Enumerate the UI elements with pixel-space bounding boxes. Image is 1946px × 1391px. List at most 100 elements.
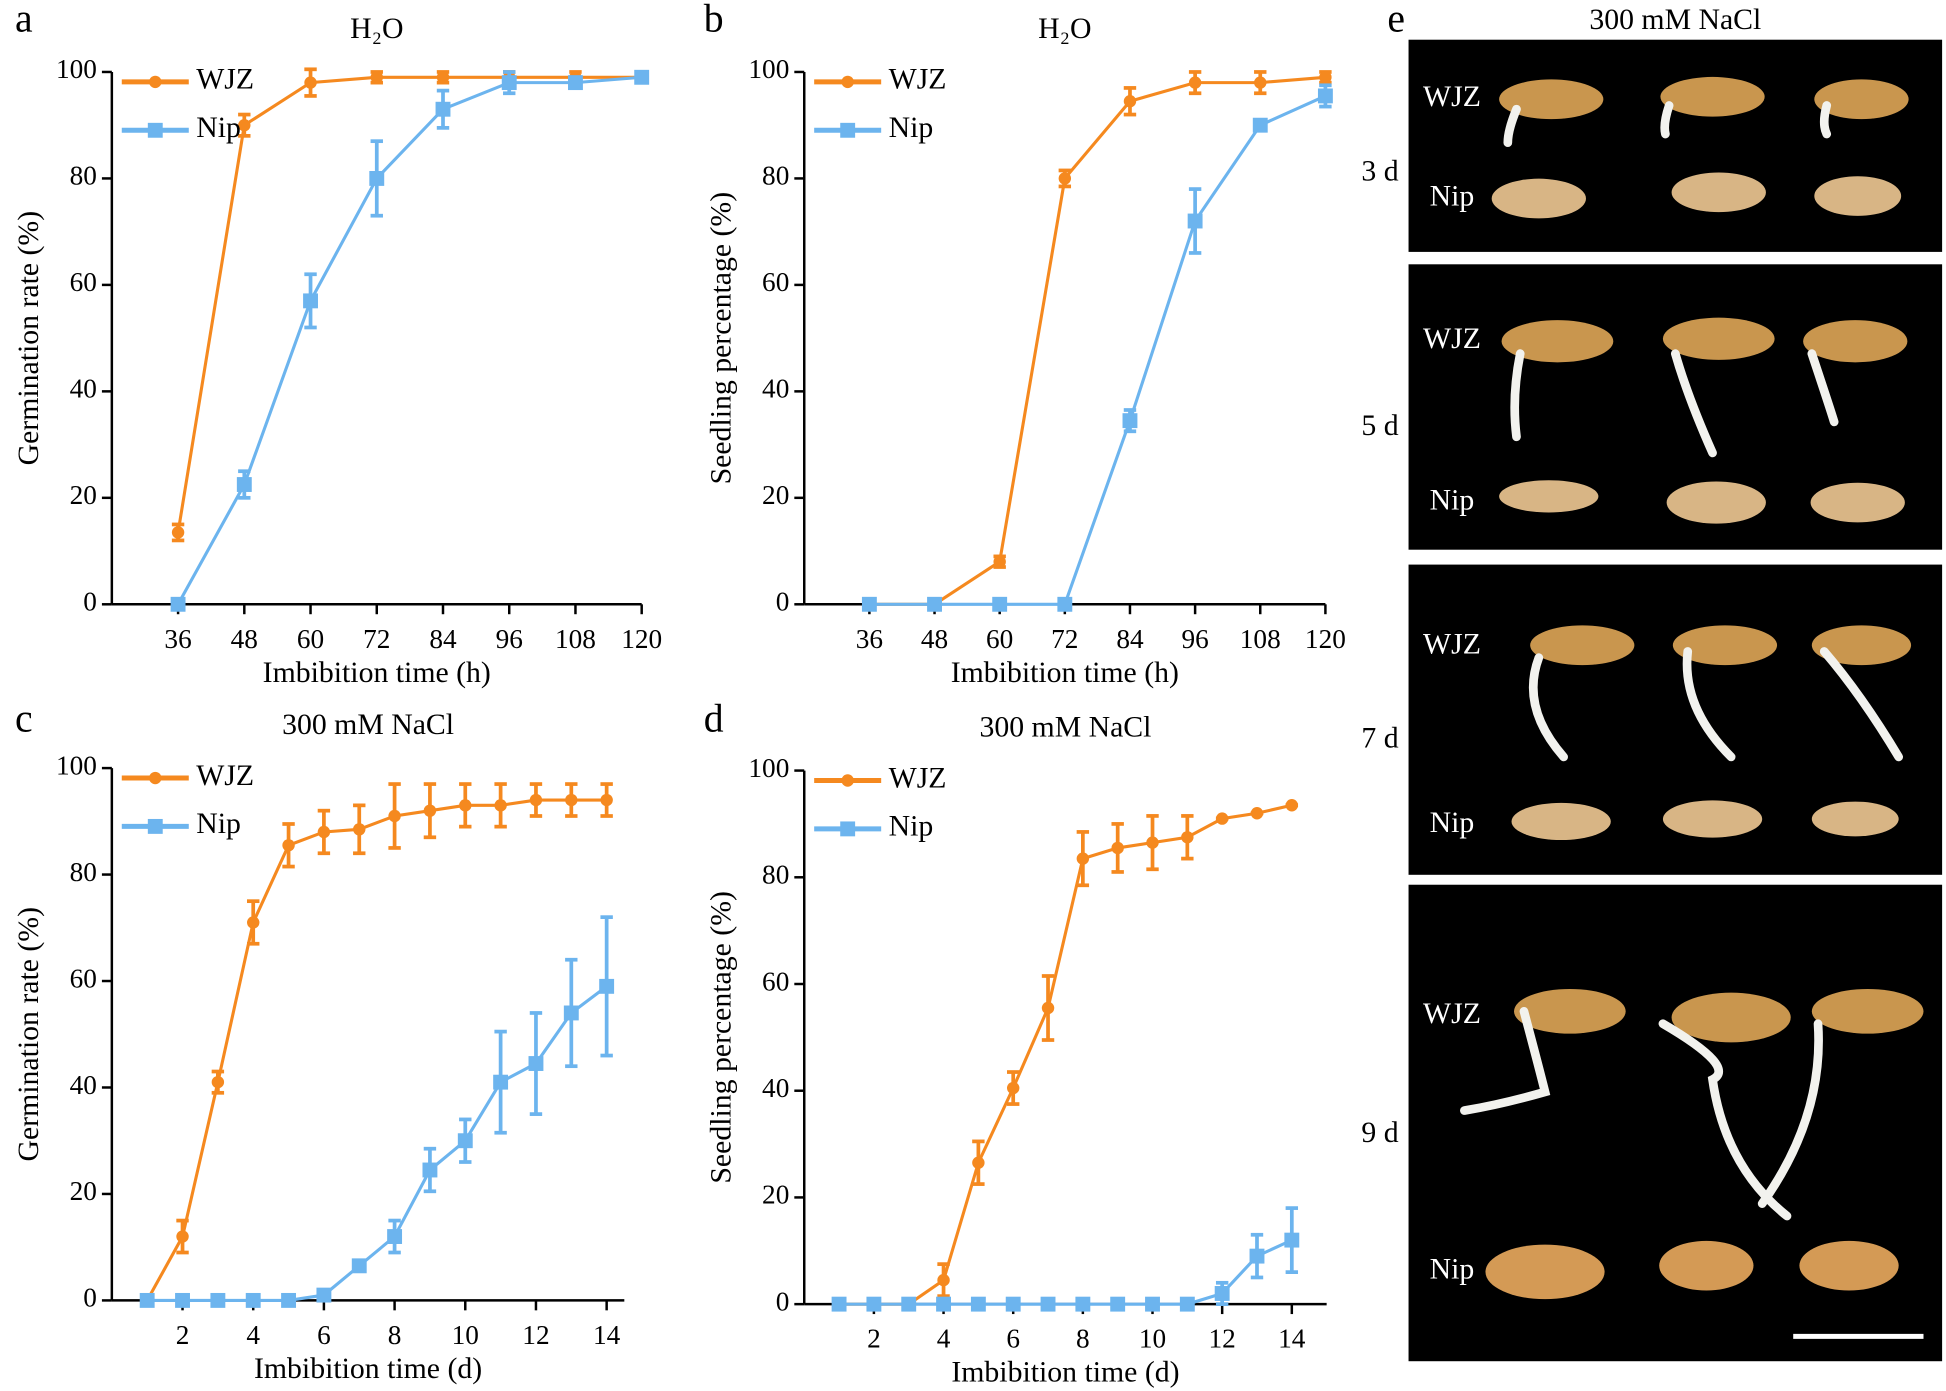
y-tick-label: 40 <box>762 374 789 404</box>
marker <box>568 75 583 91</box>
marker <box>147 122 163 138</box>
series-line <box>869 75 1326 606</box>
y-tick-label: 40 <box>70 374 97 404</box>
panel-label: d <box>704 696 724 740</box>
marker <box>493 1074 509 1090</box>
marker <box>841 75 854 89</box>
marker <box>1254 76 1267 89</box>
y-tick-label: 80 <box>70 161 97 191</box>
marker <box>866 1296 882 1312</box>
marker <box>370 71 383 84</box>
marker <box>1249 1248 1265 1264</box>
marker <box>1215 812 1229 825</box>
marker <box>238 118 251 132</box>
x-tick-label: 96 <box>496 624 523 654</box>
marker <box>563 1005 579 1021</box>
chart-title: H₂O <box>350 12 403 45</box>
x-tick-label: 84 <box>1116 624 1144 654</box>
marker <box>149 771 162 785</box>
y-tick-label: 0 <box>776 587 790 617</box>
legend-label: Nip <box>889 810 934 843</box>
marker <box>1123 95 1137 108</box>
y-tick-label: 0 <box>776 1286 790 1316</box>
marker <box>565 793 578 807</box>
marker <box>457 1133 473 1149</box>
genotype-label: WJZ <box>1423 322 1481 355</box>
marker <box>1317 88 1333 104</box>
photo <box>1408 884 1943 1362</box>
y-tick-label: 100 <box>748 753 789 783</box>
day-label: 7 d <box>1361 722 1398 755</box>
photo-title: 300 mM NaCl <box>1589 3 1761 36</box>
marker <box>175 1292 190 1308</box>
x-tick-label: 48 <box>921 624 948 654</box>
x-tick-label: 10 <box>452 1320 479 1350</box>
x-tick-label: 36 <box>856 624 883 654</box>
x-tick-label: 36 <box>164 624 191 654</box>
marker <box>1285 799 1299 812</box>
marker <box>170 596 186 612</box>
marker <box>1145 1296 1160 1312</box>
marker <box>247 916 260 929</box>
marker <box>841 774 854 787</box>
marker <box>494 799 507 812</box>
photo-panel: WJZ Nip WJZ Nip WJZ Nip WJZ Nip <box>1408 39 1943 1362</box>
marker <box>1058 172 1072 185</box>
marker <box>1040 1296 1056 1312</box>
y-tick-label: 40 <box>70 1070 97 1100</box>
x-tick-label: 6 <box>1006 1324 1020 1354</box>
legend-label: WJZ <box>196 759 254 792</box>
y-axis-label: Germination rate (%) <box>12 211 45 466</box>
x-tick-label: 120 <box>621 624 662 654</box>
marker <box>993 555 1006 568</box>
marker <box>937 1273 950 1287</box>
panel-label: c <box>15 696 33 740</box>
x-tick-label: 48 <box>231 624 258 654</box>
legend-label: Nip <box>196 807 241 840</box>
y-axis-label: Seedling percentage (%) <box>704 192 737 485</box>
x-tick-label: 4 <box>246 1320 260 1350</box>
series-line <box>839 803 1293 1306</box>
marker <box>435 101 451 117</box>
marker <box>927 596 942 612</box>
marker <box>1005 1296 1021 1312</box>
x-tick-label: 72 <box>1051 624 1078 654</box>
marker <box>1111 841 1124 855</box>
marker <box>369 170 385 186</box>
x-tick-label: 84 <box>429 624 457 654</box>
y-tick-label: 60 <box>70 963 97 993</box>
marker <box>1146 836 1159 849</box>
marker <box>351 1258 367 1274</box>
chart-title: 300 mM NaCl <box>282 708 454 741</box>
chart-title: 300 mM NaCl <box>979 710 1151 743</box>
genotype-label: Nip <box>1430 806 1475 839</box>
x-axis-label: Imbibition time (h) <box>263 656 491 689</box>
marker <box>831 1296 847 1312</box>
y-tick-label: 60 <box>762 267 789 297</box>
genotype-label: Nip <box>1430 179 1475 212</box>
x-tick-label: 12 <box>1209 1324 1236 1354</box>
x-axis-label: Imbibition time (d) <box>951 1356 1179 1389</box>
y-tick-label: 40 <box>762 1073 789 1103</box>
marker <box>171 526 185 539</box>
marker <box>529 793 543 807</box>
day-label: 3 d <box>1361 155 1398 188</box>
y-tick-label: 60 <box>70 267 97 297</box>
marker <box>634 69 650 85</box>
marker <box>1122 413 1138 429</box>
panel-label: a <box>15 0 33 40</box>
series-line <box>869 94 1327 606</box>
x-tick-label: 14 <box>593 1320 621 1350</box>
marker <box>901 1296 917 1312</box>
y-axis-label: Germination rate (%) <box>12 907 45 1162</box>
x-tick-label: 4 <box>937 1324 951 1354</box>
seeds <box>1485 76 1924 1300</box>
marker <box>422 1162 438 1178</box>
marker <box>236 477 252 492</box>
x-tick-label: 120 <box>1305 624 1346 654</box>
y-tick-label: 20 <box>70 480 97 510</box>
legend-label: WJZ <box>889 761 947 794</box>
marker <box>303 293 318 309</box>
marker <box>1319 71 1332 84</box>
